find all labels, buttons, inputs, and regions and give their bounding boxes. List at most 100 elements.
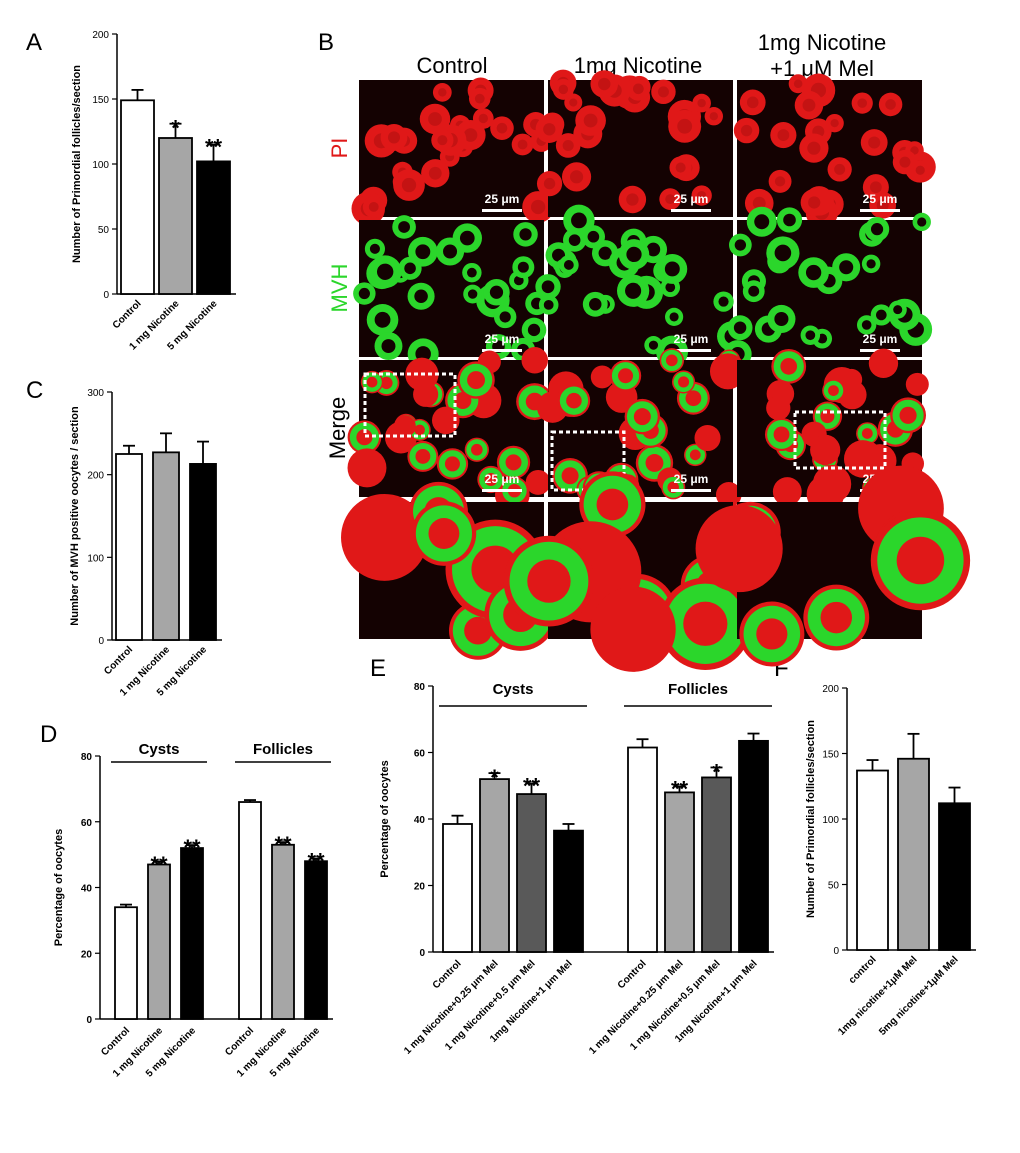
bar [114,906,138,1020]
significance-label: ** [205,135,223,160]
zoom-region-box [550,430,626,492]
significance-label: * [490,765,499,790]
row-label-mvh: MVH [327,264,352,313]
y-axis-label: Number of MVH positive oocytes / section [69,406,81,626]
y-tick-label: 40 [414,815,426,826]
scale-bar-label: 25 μm [485,332,520,346]
micrograph-tile-r1-c1: 25 μm [535,204,748,368]
bar [189,463,217,641]
y-tick-label: 80 [81,752,93,763]
column-title-control: Control [417,53,488,78]
micrograph-tile-r2-c1: 25 μm [536,348,746,508]
bar [627,746,658,953]
micrograph-tile-r0-c2: 25 μm [733,73,936,229]
scale-bar-label: 25 μm [674,332,709,346]
scale-bar [671,349,711,352]
y-tick-label: 40 [81,884,93,895]
category-label: Control [102,644,135,677]
category-label: Control [111,298,144,331]
row-label-merge: Merge [325,397,350,459]
y-tick-label: 50 [828,881,840,892]
group-label: Cysts [493,681,534,698]
y-axis-label: Number of Primordial follicles/section [71,65,83,263]
y-axis-label: Percentage of oocytes [379,760,391,877]
significance-label: ** [274,832,292,857]
panel-f-chart: 0 50 100 150 200 Number of Primordial follicl… [805,684,976,1038]
bar [180,847,204,1020]
bar [152,451,180,641]
bar [738,739,769,953]
micrograph-tile-r1-c0: 25 μm [353,215,549,370]
zoom-region-box [363,372,457,438]
group-label: Follicles [668,681,728,698]
group-label: Follicles [253,741,313,758]
scale-bar-label: 25 μm [863,192,898,206]
bar [271,843,295,1020]
micrograph-tile-r0-c1: 25 μm [535,69,733,217]
y-tick-label: 60 [81,818,93,829]
bar [238,801,262,1020]
significance-label: ** [150,852,168,877]
y-tick-label: 20 [414,882,426,893]
category-label: Control [223,1025,256,1058]
y-tick-label: 200 [822,684,839,695]
scale-bar [482,349,522,352]
bar [115,453,143,641]
panel-letter-c: C [26,377,43,404]
column-title-nicotine-mel-line1: 1mg Nicotine [758,30,886,55]
micrograph-tile-r1-c2: 25 μm [723,206,933,369]
y-tick-label: 150 [92,95,109,106]
y-tick-label: 200 [92,30,109,41]
y-axis-label: Number of Primordial follicles/section [805,720,817,918]
y-tick-label: 150 [822,750,839,761]
y-tick-label: 0 [98,636,104,647]
y-tick-label: 300 [87,388,104,399]
y-tick-label: 200 [87,471,104,482]
scale-bar-label: 25 μm [863,332,898,346]
category-label: Control [431,958,464,991]
bar [442,823,473,953]
bar [701,776,732,953]
bar [938,802,971,951]
y-tick-label: 0 [833,946,839,957]
category-label: control [847,954,879,986]
significance-label: ** [307,849,325,874]
significance-label: * [712,759,721,784]
panel-b-micrographs: Control 1mg Nicotine 1mg Nicotine +1 μM … [325,30,971,672]
scale-bar-label: 25 μm [485,472,520,486]
y-axis-label: Percentage of oocytes [53,829,65,946]
y-tick-label: 20 [81,949,93,960]
category-label: Control [99,1025,132,1058]
panel-a-chart: 0 50 100 150 200 Number of Primordial follicl… [71,30,236,352]
scale-bar [860,209,900,212]
panel-c-chart: 0 100 200 300 Number of MVH positive oocytes… [69,388,222,698]
panel-letter-a: A [26,29,42,56]
y-tick-label: 80 [414,682,426,693]
column-title-nicotine: 1mg Nicotine [574,53,702,78]
scale-bar [482,209,522,212]
bar [553,829,584,953]
bar [856,769,889,951]
bar [479,778,510,953]
category-label: Control [616,958,649,991]
y-tick-label: 50 [98,225,110,236]
bar [304,860,328,1020]
y-tick-label: 0 [419,948,425,959]
row-label-pi: PI [327,138,352,159]
panel-letter-b: B [318,29,334,56]
bar [158,137,193,295]
y-tick-label: 0 [103,290,109,301]
scale-bar-label: 25 μm [674,472,709,486]
panel-letter-e: E [370,655,386,682]
category-label: 5mg nicotine+1μM Mel [877,954,961,1038]
category-label: 1mg nicotine+1μM Mel [836,954,920,1038]
bar [664,791,695,953]
y-tick-label: 100 [92,160,109,171]
bar [147,863,171,1020]
significance-label: ** [523,773,541,798]
significance-label: ** [671,776,689,801]
scale-bar-label: 25 μm [674,192,709,206]
scale-bar [482,489,522,492]
